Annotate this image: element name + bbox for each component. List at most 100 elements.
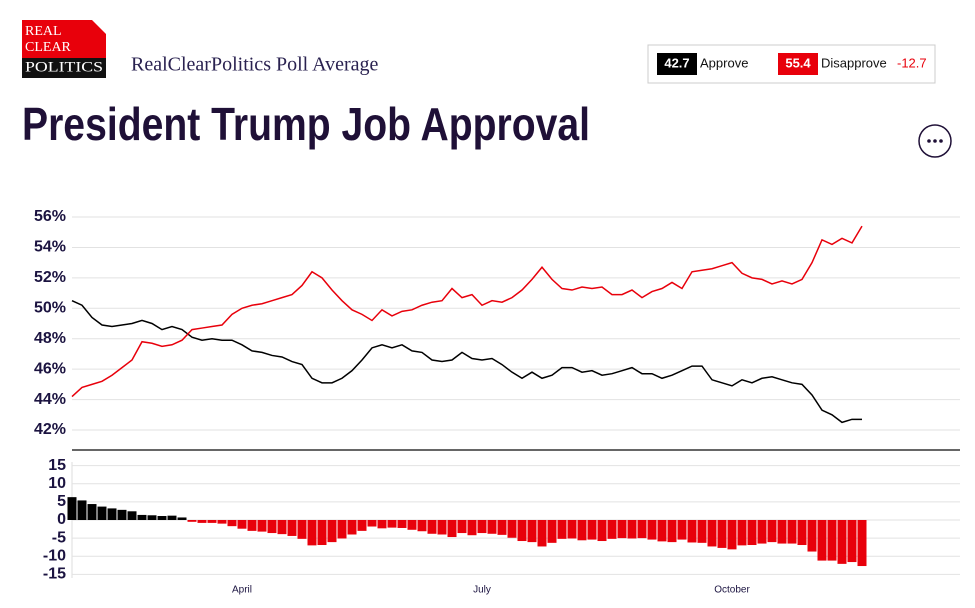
bar — [397, 520, 407, 528]
line — [71, 299, 862, 424]
bar — [797, 520, 807, 546]
bar — [197, 520, 207, 523]
bar — [297, 520, 307, 539]
y-tick-label: 15 — [48, 457, 66, 474]
bar — [627, 520, 637, 539]
bar — [427, 520, 437, 534]
x-tick-label: April — [232, 585, 252, 596]
bar — [267, 520, 277, 534]
bar — [487, 520, 497, 534]
bar — [67, 497, 77, 520]
y-tick-label: 0 — [57, 511, 66, 528]
bar — [207, 520, 217, 523]
y-tick-label: 48% — [34, 330, 66, 347]
bar — [257, 520, 267, 532]
bar — [337, 520, 347, 539]
bar — [827, 520, 837, 561]
logo-text: REAL — [25, 24, 62, 39]
bar — [177, 517, 187, 520]
source: RealClearPolitics Poll Average — [131, 54, 378, 76]
y-tick-label: 44% — [34, 391, 66, 408]
bar — [367, 520, 377, 527]
dot — [939, 139, 943, 143]
bar — [807, 520, 817, 552]
bar — [817, 520, 827, 561]
bar — [407, 520, 417, 530]
bar — [377, 520, 387, 529]
bar — [587, 520, 597, 540]
bar — [707, 520, 717, 547]
x-tick-label: July — [473, 585, 491, 596]
legend-label: Approve — [700, 55, 748, 70]
more-button[interactable] — [918, 124, 952, 158]
bar — [237, 520, 247, 529]
bar — [647, 520, 657, 540]
title: President Trump Job Approval — [22, 98, 590, 150]
bar — [547, 520, 557, 543]
logo-text: POLITICS — [25, 59, 103, 75]
bar — [727, 520, 737, 550]
legend-swatch — [778, 53, 818, 75]
bar — [287, 520, 297, 536]
bar — [117, 509, 127, 520]
bar — [557, 520, 567, 539]
dot — [933, 139, 937, 143]
y-tick-label: 54% — [34, 239, 66, 256]
logo: REAL CLEAR POLITICS — [22, 20, 106, 78]
bar — [327, 520, 337, 543]
bar — [597, 520, 607, 542]
bar — [657, 520, 667, 542]
legend-spread: -12.7 — [897, 55, 927, 70]
bar — [687, 520, 697, 543]
legend-value: 42.7 — [664, 55, 689, 70]
bar — [717, 520, 727, 548]
bar — [467, 520, 477, 536]
line — [71, 225, 863, 398]
bar — [317, 520, 327, 546]
y-tick-label: 10 — [48, 475, 66, 492]
bar — [607, 520, 617, 539]
y-tick-label: 5 — [57, 493, 66, 510]
bar — [447, 520, 457, 538]
bar — [777, 520, 787, 544]
bar — [677, 520, 687, 540]
bar — [227, 520, 237, 527]
logo-text: CLEAR — [25, 40, 72, 55]
bar — [527, 520, 537, 543]
y-tick-label: 56% — [34, 208, 66, 225]
legend-value: 55.4 — [785, 55, 811, 70]
dot — [927, 139, 931, 143]
bar — [837, 520, 847, 564]
bar — [357, 520, 367, 531]
bar — [277, 520, 287, 535]
bar — [87, 504, 97, 520]
bar — [77, 500, 87, 520]
bar — [127, 511, 137, 520]
bar — [507, 520, 517, 538]
bar — [247, 520, 257, 531]
bar — [537, 520, 547, 547]
bar — [637, 520, 647, 539]
bar — [847, 520, 857, 563]
bar — [737, 520, 747, 546]
bar — [157, 516, 167, 520]
bar — [137, 514, 147, 520]
logo-strip — [22, 58, 106, 78]
bar — [437, 520, 447, 535]
bar — [497, 520, 507, 535]
bar — [417, 520, 427, 532]
bar — [757, 520, 767, 544]
y-tick-label: 42% — [34, 421, 66, 438]
bar — [747, 520, 757, 546]
bar — [567, 520, 577, 539]
legend: 42.7 Approve 55.4 Disapprove -12.7 — [647, 44, 936, 84]
bar — [217, 520, 227, 524]
y-tick-label: -15 — [43, 566, 66, 583]
bar — [767, 520, 777, 543]
bar — [107, 508, 117, 520]
bar — [577, 520, 587, 541]
legend-label: Disapprove — [821, 55, 887, 70]
bar — [97, 506, 107, 520]
bar — [187, 520, 197, 522]
y-tick-label: 50% — [34, 300, 66, 317]
